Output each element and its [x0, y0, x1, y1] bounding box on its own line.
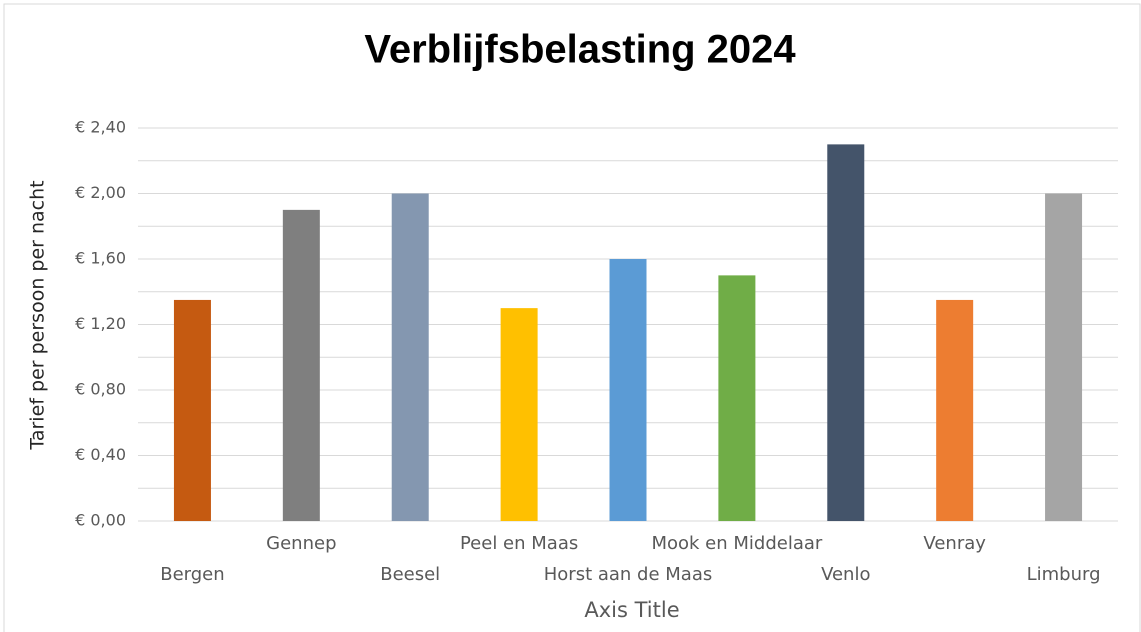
- y-tick-label: € 1,20: [75, 314, 126, 333]
- bar: [827, 144, 865, 521]
- y-tick-label: € 0,00: [75, 511, 126, 530]
- bar: [609, 259, 647, 521]
- chart-title: Verblijfsbelasting 2024: [364, 28, 796, 72]
- x-tick-label: Peel en Maas: [460, 533, 578, 554]
- x-tick-label: Horst aan de Maas: [544, 564, 713, 585]
- bar: [282, 209, 320, 521]
- x-tick-label: Gennep: [266, 533, 336, 554]
- y-tick-label: € 1,60: [75, 249, 126, 268]
- x-axis-title: Axis Title: [584, 598, 679, 622]
- x-tick-label: Bergen: [160, 564, 224, 585]
- y-axis-title: Tarief per persoon per nacht: [27, 180, 49, 450]
- bar: [391, 193, 429, 521]
- bar: [936, 299, 974, 521]
- x-tick-label: Limburg: [1027, 564, 1101, 585]
- y-tick-label: € 2,40: [75, 118, 126, 137]
- x-tick-label: Venray: [923, 533, 986, 554]
- bar: [718, 275, 756, 521]
- bar: [500, 308, 538, 521]
- x-tick-label: Beesel: [380, 564, 440, 585]
- y-tick-label: € 0,80: [75, 380, 126, 399]
- bar: [1045, 193, 1083, 521]
- bar: [173, 299, 211, 521]
- y-tick-label: € 0,40: [75, 445, 126, 464]
- x-tick-label: Mook en Middelaar: [651, 533, 822, 554]
- y-tick-label: € 2,00: [75, 183, 126, 202]
- x-tick-label: Venlo: [821, 564, 870, 585]
